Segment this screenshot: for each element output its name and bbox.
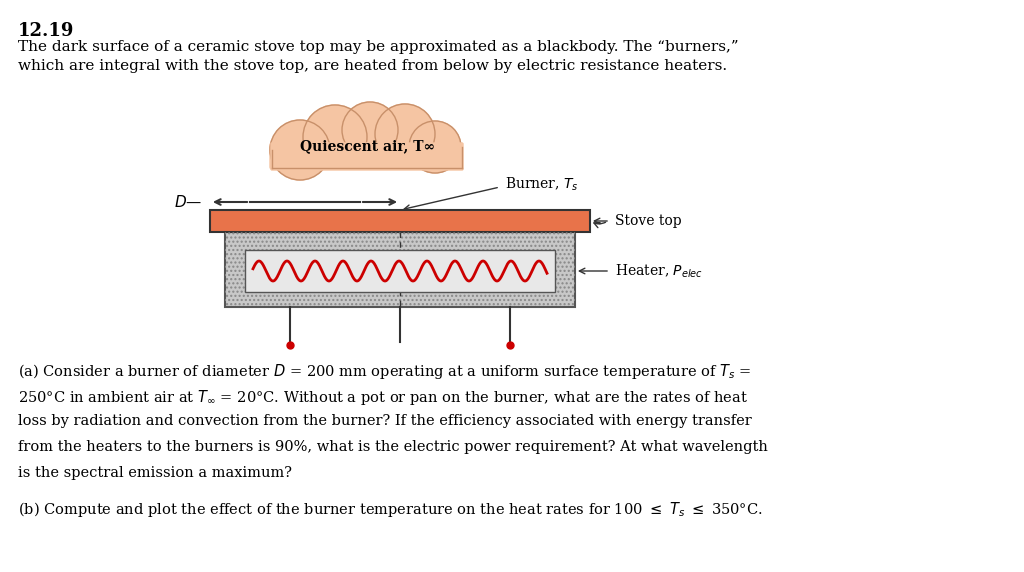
Text: Heater, $P_{elec}$: Heater, $P_{elec}$ [615, 263, 703, 280]
FancyBboxPatch shape [270, 143, 462, 169]
Circle shape [375, 104, 435, 164]
Text: $D$—: $D$— [174, 194, 202, 210]
FancyBboxPatch shape [271, 143, 463, 170]
Text: (a) Consider a burner of diameter $D$ = 200 mm operating at a uniform surface te: (a) Consider a burner of diameter $D$ = … [18, 362, 752, 381]
FancyBboxPatch shape [210, 210, 590, 232]
FancyBboxPatch shape [225, 232, 575, 307]
Text: 250°C in ambient air at $T_\infty$ = 20°C. Without a pot or pan on the burner, w: 250°C in ambient air at $T_\infty$ = 20°… [18, 388, 748, 407]
FancyBboxPatch shape [245, 250, 555, 292]
Text: Stove top: Stove top [615, 214, 682, 228]
Text: from the heaters to the burners is 90%, what is the electric power requirement? : from the heaters to the burners is 90%, … [18, 440, 768, 454]
Text: loss by radiation and convection from the burner? If the efficiency associated w: loss by radiation and convection from th… [18, 414, 752, 428]
Text: (b) Compute and plot the effect of the burner temperature on the heat rates for : (b) Compute and plot the effect of the b… [18, 500, 763, 519]
Circle shape [342, 102, 398, 158]
Circle shape [270, 120, 330, 180]
Text: Quiescent air, T∞: Quiescent air, T∞ [299, 139, 434, 153]
Circle shape [303, 105, 367, 169]
Circle shape [409, 121, 461, 173]
Text: Burner, $T_s$: Burner, $T_s$ [505, 175, 579, 193]
Text: 12.19: 12.19 [18, 22, 75, 40]
Text: The dark surface of a ceramic stove top may be approximated as a blackbody. The : The dark surface of a ceramic stove top … [18, 40, 738, 73]
Text: is the spectral emission a maximum?: is the spectral emission a maximum? [18, 466, 292, 480]
